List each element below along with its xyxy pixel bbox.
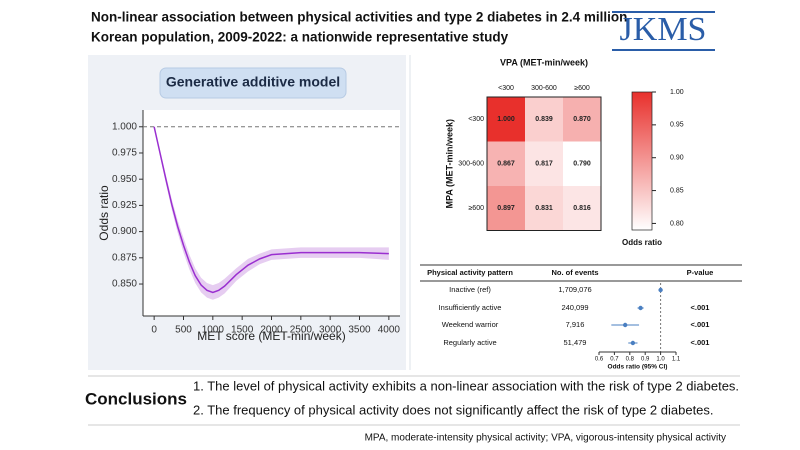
colorbar-tick-label: 0.80 xyxy=(670,220,684,227)
cell-label: 0.831 xyxy=(535,205,553,212)
point xyxy=(630,340,636,346)
heatmap-ylabel: MPA (MET-min/week) xyxy=(444,119,454,209)
heatmap-cell xyxy=(525,97,563,142)
point xyxy=(622,322,628,328)
plot-area xyxy=(143,110,400,316)
y-tick-label: 0.925 xyxy=(112,200,137,211)
y-tick-label: 0.850 xyxy=(112,279,137,290)
y-tick-label: 0.975 xyxy=(112,148,137,159)
x-tick-label: 0 xyxy=(151,325,157,336)
colorbar-tick-label: 0.95 xyxy=(670,122,684,129)
heatmap-cell xyxy=(563,186,601,231)
x-tick-label: 1.1 xyxy=(672,357,681,363)
cell-label: 1.000 xyxy=(497,116,515,123)
p-value: <.001 xyxy=(691,303,710,312)
column-header: No. of events xyxy=(551,268,598,277)
p-value: <.001 xyxy=(691,320,710,329)
p-value: <.001 xyxy=(691,338,710,347)
conclusion-item: 2. The frequency of physical activity do… xyxy=(193,402,714,417)
column-header: Physical activity pattern xyxy=(427,268,513,277)
colorbar-tick-label: 1.00 xyxy=(670,89,684,96)
row-label: Weekend warrior xyxy=(442,320,499,329)
row-label: Insufficiently active xyxy=(439,303,502,312)
title-line: Non-linear association between physical … xyxy=(91,10,627,25)
row-label: Inactive (ref) xyxy=(449,285,491,294)
cell-label: 0.897 xyxy=(497,205,515,212)
x-tick-label: 2500 xyxy=(290,325,313,336)
y-tick-label: 1.000 xyxy=(112,121,137,132)
row-label: 300-600 xyxy=(458,161,484,168)
x-tick-label: 0.9 xyxy=(641,357,650,363)
column-label: ≥600 xyxy=(574,85,590,92)
cell-label: 0.867 xyxy=(497,161,515,168)
title-line: Korean population, 2009-2022: a nationwi… xyxy=(91,30,509,45)
event-count: 7,916 xyxy=(566,320,585,329)
logo: JKMS xyxy=(620,11,707,48)
x-axis-label: MET score (MET-min/week) xyxy=(197,329,345,343)
heatmap-cell xyxy=(563,97,601,142)
column-label: 300-600 xyxy=(531,85,557,92)
cell-label: 0.817 xyxy=(535,161,553,168)
x-tick-label: 3500 xyxy=(348,325,371,336)
cell-label: 0.816 xyxy=(573,205,591,212)
cell-label: 0.870 xyxy=(573,116,591,123)
y-tick-label: 0.950 xyxy=(112,174,137,185)
row-label: <300 xyxy=(468,116,484,123)
y-axis-label: Odds ratio xyxy=(97,185,111,241)
cell-label: 0.839 xyxy=(535,116,553,123)
y-tick-label: 0.875 xyxy=(112,252,137,263)
heatmap-cell xyxy=(487,141,525,186)
point xyxy=(638,305,643,311)
row-label: ≥600 xyxy=(468,205,484,212)
x-tick-label: 0.7 xyxy=(610,357,619,363)
heatmap-cell xyxy=(563,141,601,186)
x-tick-label: 1000 xyxy=(202,325,225,336)
column-header: P-value xyxy=(687,268,714,277)
subtitle-box xyxy=(159,67,347,99)
row-label: Regularly active xyxy=(443,338,496,347)
x-tick-label: 0.8 xyxy=(626,357,635,363)
colorbar-label: Odds ratio xyxy=(622,238,662,247)
heatmap-border xyxy=(486,96,602,231)
x-tick-label: 0.6 xyxy=(595,357,604,363)
x-tick-label: 1500 xyxy=(231,325,254,336)
conclusion-item: 1. The level of physical activity exhibi… xyxy=(193,378,739,393)
x-tick-label: 500 xyxy=(175,325,192,336)
x-tick-label: 4000 xyxy=(378,325,401,336)
event-count: 1,709,076 xyxy=(558,285,591,294)
y-tick-label: 0.900 xyxy=(112,226,137,237)
colorbar-tick-label: 0.85 xyxy=(670,187,684,194)
colorbar-tick-label: 0.90 xyxy=(670,155,684,162)
x-axis-label: Odds ratio (95% CI) xyxy=(608,364,668,371)
cell-label: 0.790 xyxy=(573,161,591,168)
x-tick-label: 2000 xyxy=(260,325,283,336)
heatmap-cell xyxy=(525,141,563,186)
ci-band xyxy=(154,126,389,300)
heatmap-cell xyxy=(487,97,525,142)
x-tick-label: 1.0 xyxy=(656,357,665,363)
column-label: <300 xyxy=(498,85,514,92)
x-tick-label: 3000 xyxy=(319,325,342,336)
heatmap-cell xyxy=(525,186,563,231)
line xyxy=(153,126,389,294)
colorbar xyxy=(631,91,653,231)
event-count: 51,479 xyxy=(564,338,587,347)
heatmap-cell xyxy=(487,186,525,231)
conclusions-heading: Conclusions xyxy=(85,389,187,408)
event-count: 240,099 xyxy=(561,303,588,312)
footnote: MPA, moderate-intensity physical activit… xyxy=(365,433,726,444)
chart-subtitle: Generative additive model xyxy=(166,74,340,90)
heatmap-title: VPA (MET-min/week) xyxy=(500,57,588,67)
point xyxy=(658,287,663,293)
